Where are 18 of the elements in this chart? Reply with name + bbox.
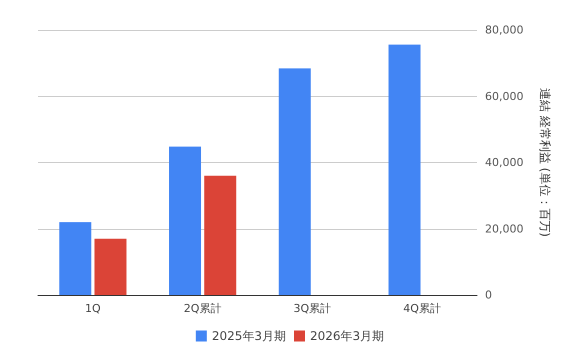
legend-label: 2026年3月期 [310, 329, 384, 343]
y-tick-label: 80,000 [485, 24, 524, 36]
y-tick-label: 60,000 [485, 90, 524, 103]
bar [59, 222, 92, 295]
x-tick-label: 4Q累計 [403, 302, 441, 315]
y-tick-label: 40,000 [485, 156, 524, 169]
bar [94, 238, 126, 295]
bar [204, 176, 236, 295]
bar [388, 44, 421, 295]
y-tick-label: 0 [485, 288, 492, 302]
x-tick-label: 3Q累計 [294, 302, 332, 315]
bar [278, 68, 311, 295]
bar [169, 146, 202, 295]
y-tick-label: 20,000 [485, 222, 524, 236]
x-tick-label: 2Q累計 [184, 302, 222, 315]
y-axis-title: 連結 経常利益 (単位：百万) [538, 88, 552, 237]
legend-label: 2025年3月期 [212, 329, 286, 343]
x-tick-label: 1Q [85, 302, 102, 315]
